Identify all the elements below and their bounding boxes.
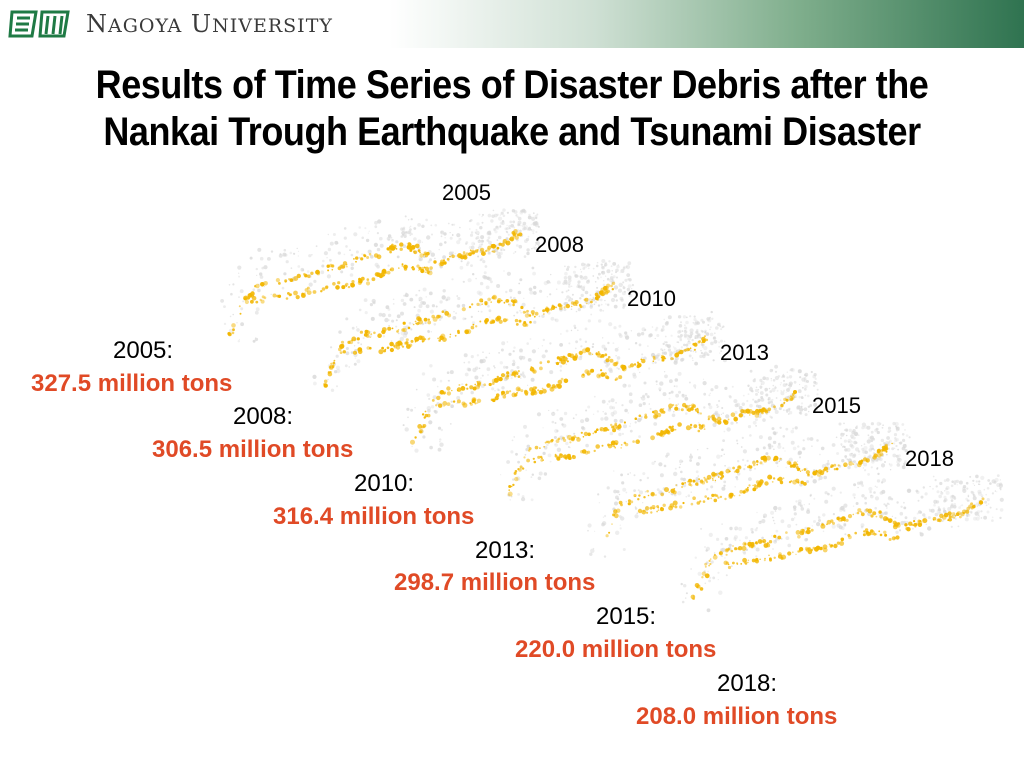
estimate-year-2005: 2005: [113,337,174,364]
title-line-1: Results of Time Series of Disaster Debri… [95,63,929,107]
slide-title: Results of Time Series of Disaster Debri… [0,62,1024,156]
estimate-year-2015: 2015: [596,603,657,630]
estimate-amount-2015: 220.0 million tons [515,636,717,663]
map-year-label-2013: 2013 [720,340,769,365]
debris-map-2008 [312,259,635,392]
map-year-label-2010: 2010 [627,286,676,311]
debris-map-2013 [500,364,819,502]
nagoya-university-logo-icon [8,10,70,38]
estimate-amount-2013: 298.7 million tons [394,569,596,596]
estimate-year-2010: 2010: [354,470,415,497]
estimate-amount-2018: 208.0 million tons [636,703,838,730]
estimate-year-2013: 2013: [475,537,536,564]
estimate-year-2018: 2018: [717,670,778,697]
estimate-amount-2008: 306.5 million tons [152,436,354,463]
estimate-year-2008: 2008: [233,403,294,430]
title-line-2: Nankai Trough Earthquake and Tsunami Dis… [103,110,921,154]
map-year-label-2005: 2005 [442,180,491,205]
map-year-label-2018: 2018 [905,446,954,471]
header-bar: NAGOYA UNIVERSITY [0,0,1024,48]
debris-map-2010 [402,310,727,453]
map-year-label-2015: 2015 [812,393,861,418]
estimate-amount-2005: 327.5 million tons [31,370,233,397]
map-year-label-2008: 2008 [535,232,584,257]
debris-map-2015 [587,421,911,558]
university-name: NAGOYA UNIVERSITY [86,10,333,38]
debris-map-2018 [680,474,1004,613]
estimate-amount-2010: 316.4 million tons [273,503,475,530]
debris-map-2005 [220,208,542,343]
